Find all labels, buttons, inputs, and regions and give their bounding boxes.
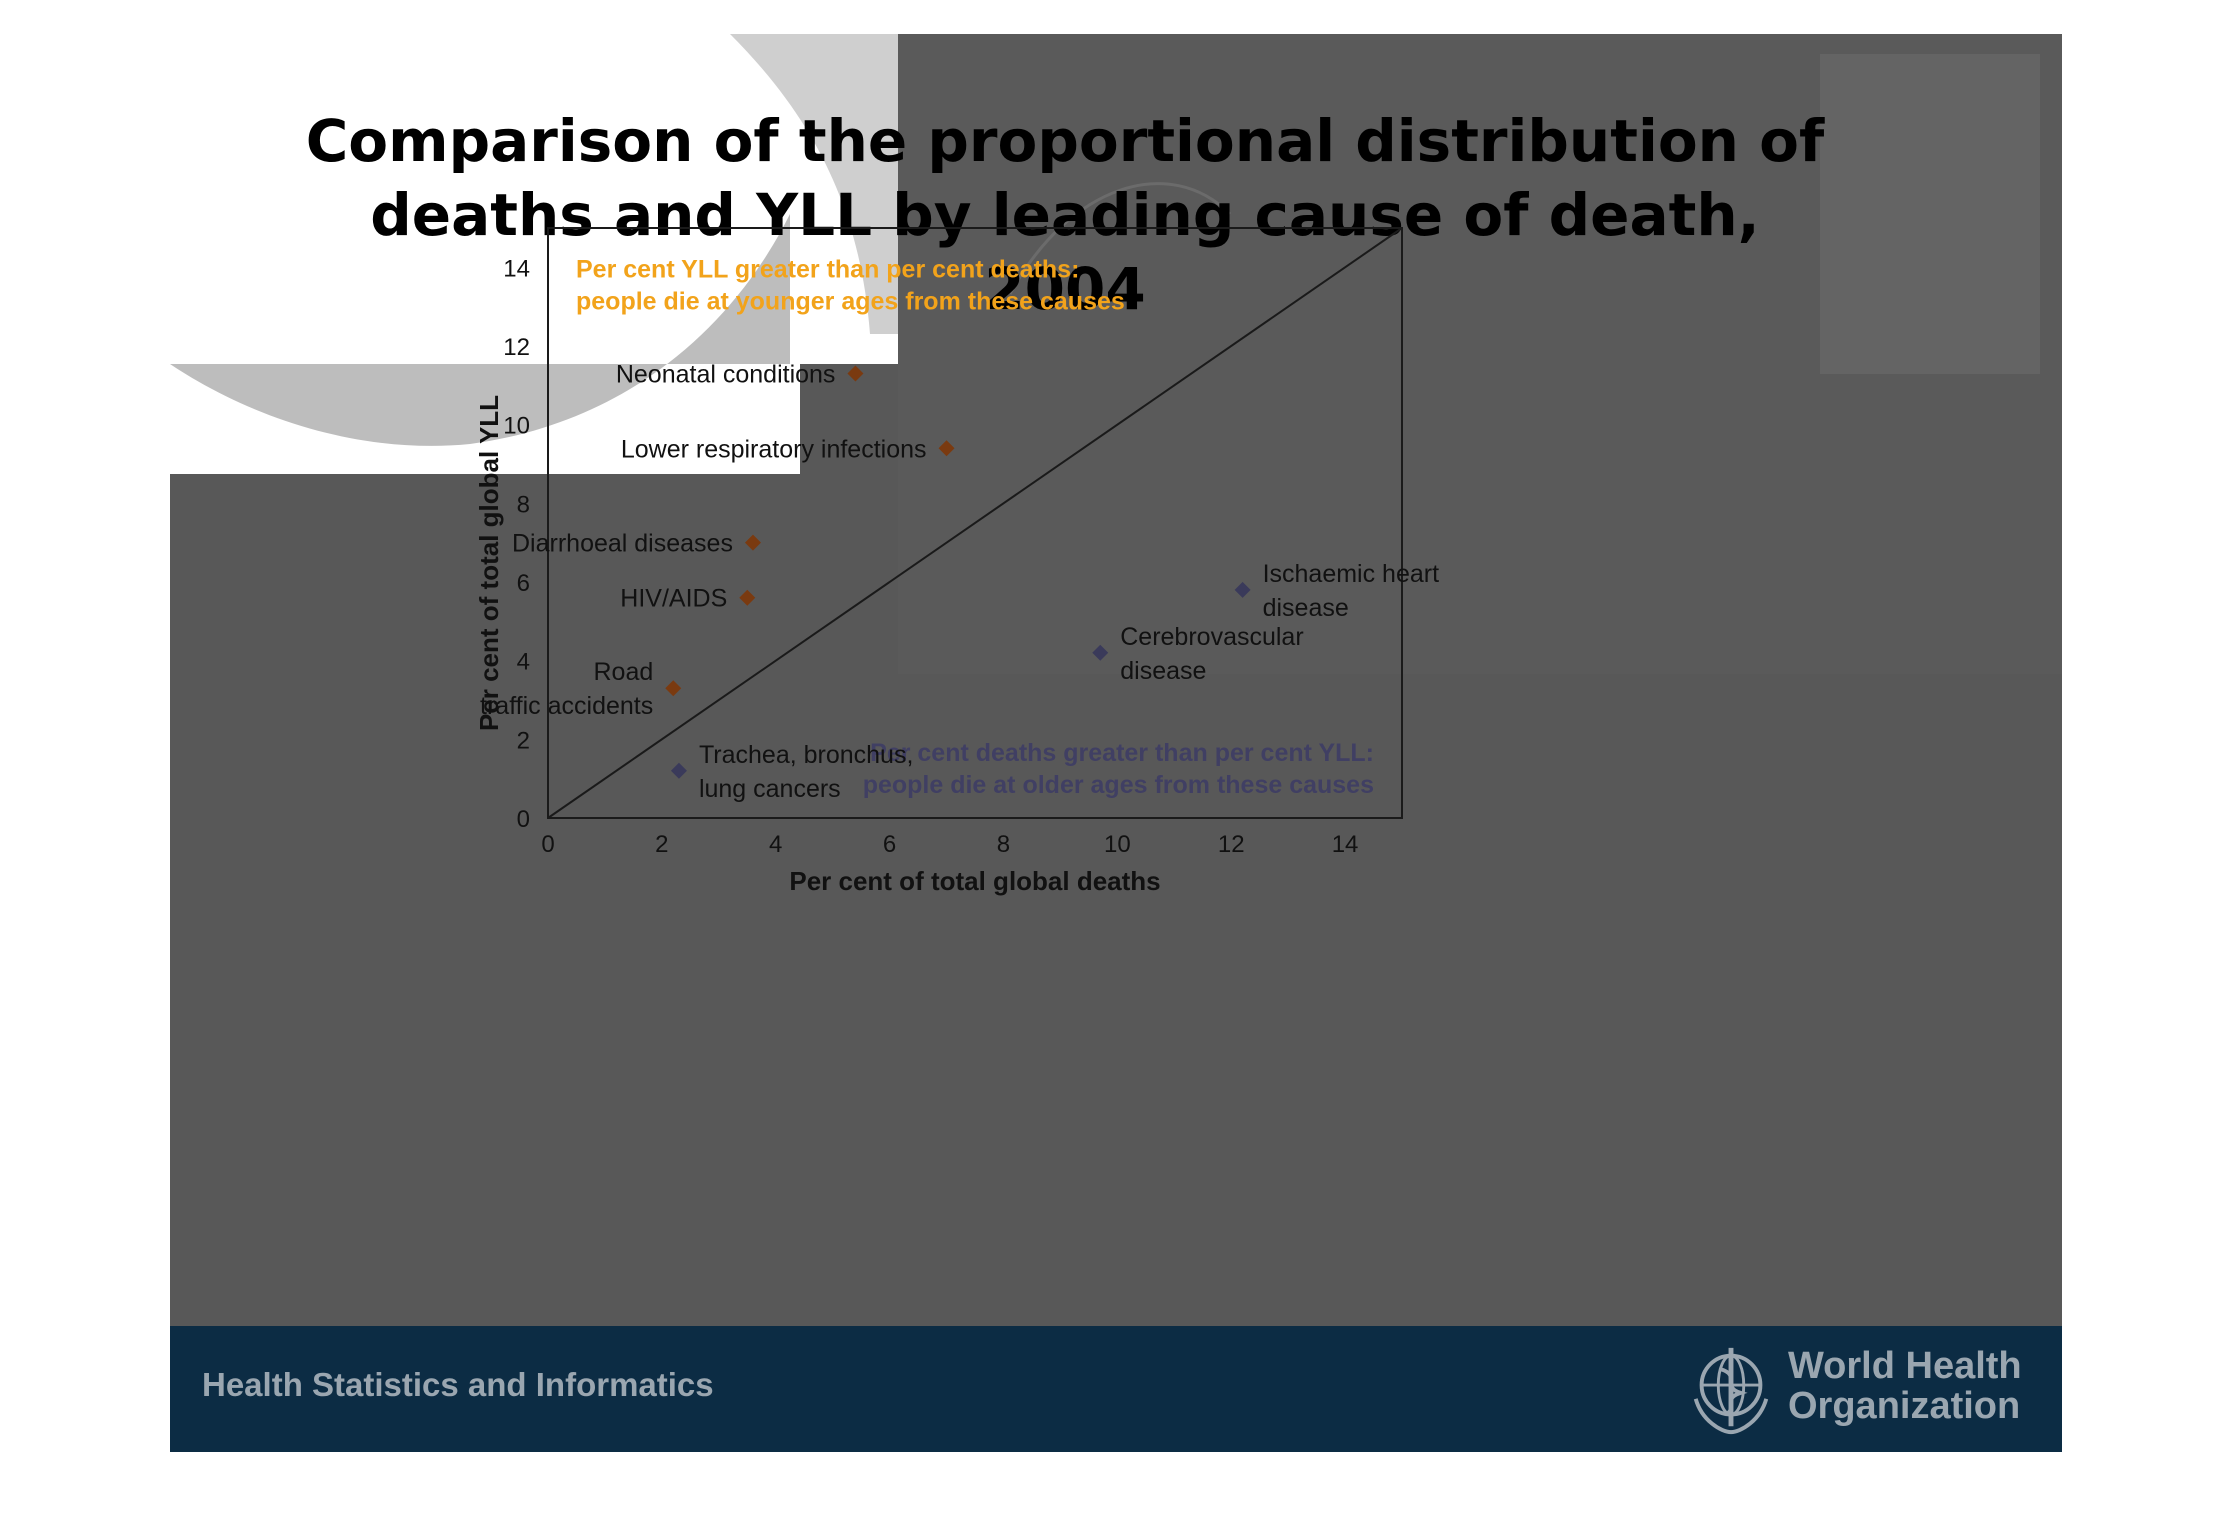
- y-tick-label: 4: [517, 649, 530, 676]
- x-tick-label: 8: [997, 831, 1010, 858]
- annotation-younger-ages: Per cent YLL greater than per cent death…: [576, 255, 1079, 283]
- footer-bar: Health Statistics and Informatics World …: [170, 1326, 2062, 1452]
- x-tick-label: 12: [1218, 831, 1245, 858]
- y-tick-label: 8: [517, 491, 530, 518]
- data-point-label: Road: [593, 658, 653, 686]
- y-tick-label: 12: [503, 334, 530, 361]
- plot-area: [548, 228, 1402, 818]
- data-point-label: disease: [1120, 657, 1206, 685]
- x-tick-label: 4: [769, 831, 782, 858]
- footer-text: Health Statistics and Informatics: [202, 1366, 714, 1404]
- data-point-label: Trachea, bronchus,: [699, 741, 913, 769]
- data-point-label: Neonatal conditions: [616, 361, 836, 389]
- data-point-label: Cerebrovascular: [1120, 623, 1303, 651]
- y-tick-label: 10: [503, 413, 530, 440]
- y-tick-label: 2: [517, 727, 530, 754]
- scatter-chart: 0 2 4 6 8 10 12 14 0 2 4 6 8 10 12 14 Per cent of total…: [170, 34, 2062, 1334]
- organization-name: World Health Organization: [1788, 1346, 2048, 1426]
- x-axis-label: Per cent of total global deaths: [789, 866, 1160, 896]
- data-point-marker: [671, 763, 687, 779]
- x-tick-label: 6: [883, 831, 896, 858]
- x-tick-label: 0: [541, 831, 554, 858]
- chart-points: Neonatal conditions Lower respiratory inf…: [480, 361, 1439, 803]
- annotation-younger-ages: people die at younger ages from these ca…: [576, 287, 1125, 315]
- x-tick-label: 2: [655, 831, 668, 858]
- annotation-older-ages: Per cent deaths greater than per cent YL…: [870, 739, 1374, 767]
- data-point-marker: [665, 680, 681, 696]
- data-point-label: Diarrhoeal diseases: [512, 530, 733, 558]
- diagonal-reference-line: [548, 228, 1402, 818]
- x-tick-label: 14: [1332, 831, 1359, 858]
- data-point-label: traffic accidents: [480, 692, 653, 720]
- data-point-marker: [1235, 582, 1251, 598]
- data-point-marker: [939, 440, 955, 456]
- data-point-marker: [847, 366, 863, 382]
- chart-annotations: Per cent YLL greater than per cent death…: [576, 255, 1374, 799]
- annotation-older-ages: people die at older ages from these caus…: [863, 771, 1374, 799]
- y-tick-label: 14: [503, 255, 530, 282]
- data-point-marker: [745, 535, 761, 551]
- x-tick-label: 10: [1104, 831, 1131, 858]
- y-axis-label: Per cent of total global YLL: [474, 395, 504, 731]
- data-point-label: Lower respiratory infections: [621, 435, 927, 463]
- data-point-label: HIV/AIDS: [620, 585, 727, 613]
- y-tick-label: 0: [517, 806, 530, 833]
- data-point-label: disease: [1263, 594, 1349, 622]
- who-emblem-icon: [1682, 1340, 1780, 1438]
- data-point-label: lung cancers: [699, 775, 841, 803]
- data-point-marker: [739, 590, 755, 606]
- data-point-marker: [1092, 645, 1108, 661]
- data-point-label: Ischaemic heart: [1263, 560, 1440, 588]
- org-name-line-1: World Health: [1788, 1345, 2022, 1387]
- y-tick-label: 6: [517, 570, 530, 597]
- org-name-line-2: Organization: [1788, 1385, 2020, 1427]
- slide: Comparison of the proportional distribut…: [170, 34, 2062, 1452]
